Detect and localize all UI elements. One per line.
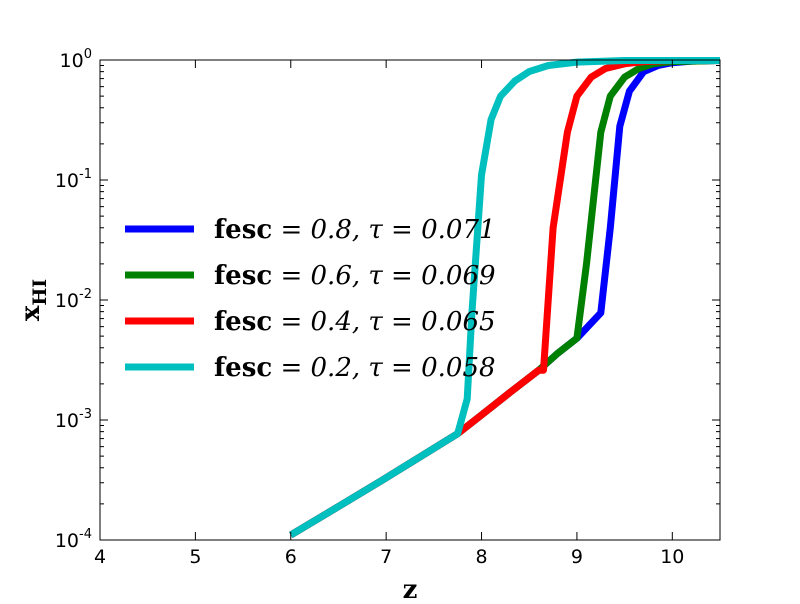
series-line-3 (289, 57, 720, 539)
legend: fesc = 0.8, τ = 0.071 fesc = 0.6, τ = 0.0… (125, 215, 496, 383)
legend-label-3: fesc = 0.2, τ = 0.058 (214, 353, 496, 383)
y-tick-label: 10-3 (55, 407, 92, 432)
x-tick-label: 10 (660, 546, 684, 568)
x-tick-label: 4 (94, 546, 106, 568)
plot-area (100, 60, 720, 540)
x-axis-title: z (403, 575, 418, 600)
legend-label-2: fesc = 0.4, τ = 0.065 (214, 307, 496, 337)
y-tick-label: 10-2 (55, 287, 92, 312)
y-axis-title-main: x (16, 305, 46, 321)
x-tick-label: 7 (380, 546, 392, 568)
legend-label-0: fesc = 0.8, τ = 0.071 (214, 215, 496, 245)
x-tick-label: 5 (189, 546, 201, 568)
y-axis-title: xHI (16, 279, 51, 321)
svg-text:xHI: xHI (16, 279, 51, 321)
y-tick-label: 100 (60, 47, 92, 72)
y-axis-title-sub: HI (29, 279, 51, 306)
x-tick-label: 9 (571, 546, 583, 568)
ticks-layer: 4 5 6 7 8 9 10 10-4 10-3 10-2 10-1 100 (55, 47, 720, 568)
series-layer (289, 57, 721, 539)
legend-label-1: fesc = 0.6, τ = 0.069 (214, 261, 496, 291)
x-tick-label: 6 (285, 546, 297, 568)
y-tick-label: 10-4 (55, 527, 92, 552)
y-tick-label: 10-1 (55, 167, 92, 192)
x-tick-label: 8 (475, 546, 487, 568)
